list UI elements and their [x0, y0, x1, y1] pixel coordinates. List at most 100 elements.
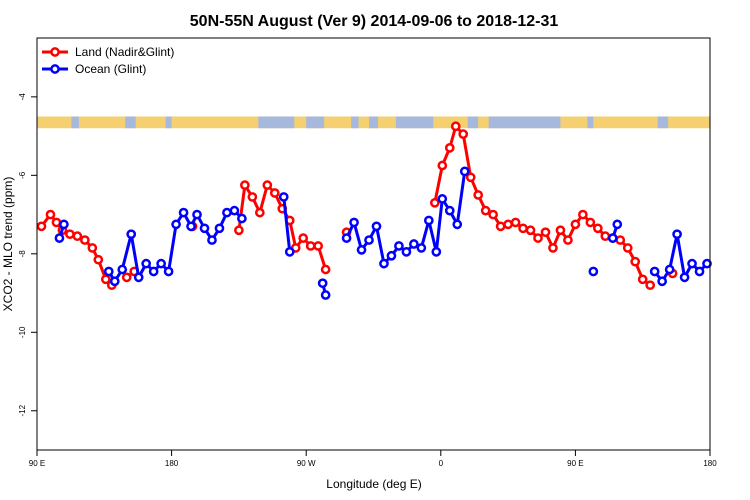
data-point: [80, 235, 90, 245]
y-axis-label: XCO2 - MLO trend (ppm): [1, 177, 15, 312]
data-point: [649, 266, 660, 277]
data-point: [622, 243, 633, 253]
ocean-band: [351, 116, 359, 129]
data-point: [687, 258, 697, 269]
data-point: [423, 215, 434, 226]
data-point: [694, 266, 705, 277]
data-point: [317, 278, 328, 289]
data-point: [262, 180, 273, 190]
data-point: [657, 276, 667, 287]
series-line: [282, 196, 292, 253]
data-point: [222, 207, 232, 218]
data-point: [444, 205, 455, 216]
data-point: [356, 245, 367, 255]
data-point: [525, 225, 536, 236]
data-point: [548, 243, 558, 253]
data-point: [54, 233, 65, 243]
ocean-band: [125, 116, 136, 129]
data-point: [284, 246, 295, 257]
data-point: [269, 188, 280, 198]
x-tick-label: 90 W: [297, 459, 316, 468]
ocean-band: [657, 116, 669, 129]
series-0: [36, 121, 678, 291]
data-point: [510, 217, 521, 228]
data-point: [100, 274, 111, 285]
data-point: [278, 192, 289, 202]
data-point: [247, 192, 258, 202]
series-line: [40, 213, 113, 287]
data-point: [45, 209, 56, 220]
data-point: [72, 231, 83, 242]
data-point: [645, 280, 656, 291]
data-point: [600, 231, 611, 242]
legend-item: Land (Nadir&Glint): [42, 45, 174, 59]
data-point: [379, 258, 389, 269]
data-point: [313, 241, 324, 251]
series-line: [433, 124, 652, 287]
ocean-band: [369, 116, 378, 129]
series-2: [588, 266, 599, 277]
data-point: [305, 241, 316, 251]
data-point: [141, 258, 152, 269]
data-point: [371, 221, 382, 232]
data-point: [36, 221, 47, 232]
data-point: [240, 180, 250, 190]
data-point: [364, 235, 374, 245]
data-point: [171, 219, 181, 230]
data-point: [409, 239, 419, 249]
chart-title: 50N-55N August (Ver 9) 2014-09-06 to 201…: [190, 13, 559, 30]
y-tick-label: -6: [18, 171, 27, 179]
data-point: [452, 219, 463, 230]
data-point: [465, 172, 476, 183]
data-point: [207, 235, 217, 245]
data-point: [702, 258, 712, 269]
data-point: [199, 223, 210, 234]
data-point: [386, 250, 397, 261]
data-point: [320, 264, 331, 275]
data-point: [480, 205, 491, 216]
y-tick-label: -10: [18, 326, 27, 338]
data-point: [163, 266, 174, 277]
data-point: [458, 129, 469, 139]
x-axis-label: Longitude (deg E): [326, 477, 421, 491]
data-point: [540, 227, 551, 238]
data-point: [533, 233, 543, 243]
data-point: [592, 223, 603, 234]
ocean-band: [165, 116, 172, 129]
data-point: [672, 229, 682, 240]
data-point: [459, 166, 470, 177]
data-point: [394, 241, 404, 251]
ocean-band: [488, 116, 561, 129]
data-point: [612, 219, 623, 230]
y-tick-label: -8: [18, 250, 27, 258]
data-point: [401, 246, 412, 257]
legend: Land (Nadir&Glint) Ocean (Glint): [42, 45, 174, 76]
x-tick-label: 180: [703, 459, 717, 468]
data-point: [51, 217, 62, 228]
y-axis: -4 -6 -8 -10 -12: [18, 93, 37, 417]
data-point: [570, 219, 581, 230]
y-tick-label: -4: [18, 93, 27, 101]
data-point: [341, 233, 352, 243]
data-point: [431, 246, 442, 257]
data-point: [637, 274, 648, 285]
series-1: [54, 166, 712, 300]
data-point: [563, 235, 573, 245]
data-point: [495, 221, 506, 232]
data-point: [237, 213, 247, 224]
legend-label: Land (Nadir&Glint): [75, 45, 174, 59]
x-axis: 90 E 180 90 W 0 90 E 180: [29, 450, 717, 468]
legend-marker: [50, 64, 60, 74]
ocean-band: [395, 116, 434, 129]
data-point: [229, 205, 240, 216]
data-point: [588, 266, 599, 277]
data-point: [429, 197, 440, 208]
data-point: [320, 290, 331, 300]
ocean-band: [467, 116, 479, 129]
data-point: [156, 258, 166, 269]
data-point: [87, 243, 98, 253]
data-point: [585, 217, 596, 228]
data-point: [615, 235, 626, 245]
data-point: [186, 221, 196, 232]
data-point: [607, 233, 618, 243]
